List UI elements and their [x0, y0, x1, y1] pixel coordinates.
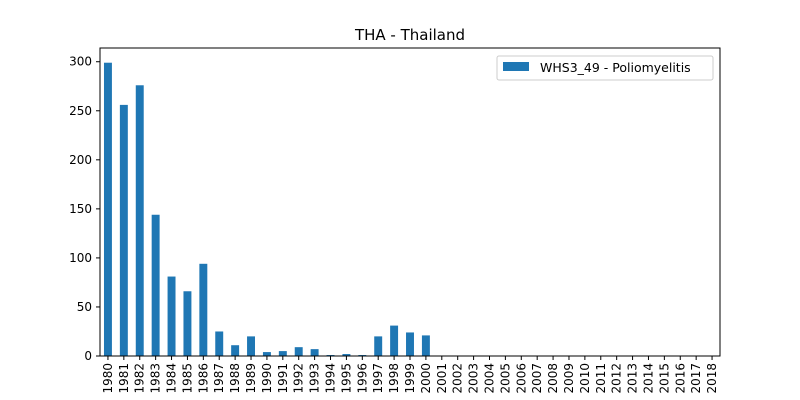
x-tick-label: 1992: [292, 363, 306, 394]
x-tick-label: 1989: [244, 363, 258, 394]
bar-1998: [390, 325, 399, 356]
x-tick-label: 2003: [467, 363, 481, 394]
y-tick-label: 250: [69, 104, 92, 118]
x-tick-label: 1990: [260, 363, 274, 394]
y-tick-label: 100: [69, 251, 92, 265]
x-tick-label: 1984: [165, 363, 179, 394]
bar-1993: [310, 349, 319, 356]
bar-1987: [215, 331, 224, 356]
bar-1990: [262, 352, 271, 356]
bar-1995: [342, 354, 351, 356]
bar-1999: [406, 332, 414, 356]
bar-1982: [135, 85, 144, 356]
x-tick-label: 2018: [705, 363, 719, 394]
x-axis-ticks: 1980 1981 1982 1983 1984 1985 1986 1987 1988 1989…: [101, 356, 719, 394]
x-tick-label: 2010: [578, 363, 592, 394]
legend: WHS3_49 - Poliomyelitis: [496, 55, 714, 81]
y-tick-label: 200: [69, 153, 92, 167]
x-tick-label: 2012: [610, 363, 624, 394]
x-tick-label: 2017: [689, 363, 703, 394]
chart-title: THA - Thailand: [354, 26, 465, 44]
x-tick-label: 2016: [673, 363, 687, 394]
legend-box: [496, 55, 714, 81]
x-tick-label: 1997: [371, 363, 385, 394]
x-tick-label: 2001: [435, 363, 449, 394]
x-tick-label: 2002: [451, 363, 465, 394]
bar-1992: [294, 347, 303, 356]
bar-1986: [199, 263, 208, 356]
x-tick-label: 2004: [482, 363, 496, 394]
legend-swatch: [503, 62, 529, 71]
x-tick-label: 1994: [324, 363, 338, 394]
x-tick-label: 1988: [228, 363, 242, 394]
x-tick-label: 1986: [196, 363, 210, 394]
legend-label: WHS3_49 - Poliomyelitis: [540, 60, 691, 75]
y-tick-label: 50: [77, 300, 92, 314]
x-tick-label: 2005: [498, 363, 512, 394]
x-tick-label: 1996: [355, 363, 369, 394]
bar-1991: [278, 351, 287, 356]
bar-1981: [119, 104, 128, 356]
bar-1983: [151, 214, 160, 356]
y-tick-label: 0: [84, 349, 92, 363]
x-tick-label: 2009: [562, 363, 576, 394]
bar-1989: [247, 336, 255, 356]
plot-frame: [99, 47, 721, 357]
x-tick-label: 1993: [308, 363, 322, 394]
x-tick-label: 1995: [339, 363, 353, 394]
bar-2000: [421, 335, 430, 356]
x-tick-label: 1991: [276, 363, 290, 394]
bar-1980: [103, 62, 112, 356]
y-tick-label: 150: [69, 202, 92, 216]
x-tick-label: 1998: [387, 363, 401, 394]
x-tick-label: 2006: [514, 363, 528, 394]
x-tick-label: 2000: [419, 363, 433, 394]
bar-1997: [374, 336, 383, 356]
x-tick-label: 1999: [403, 363, 417, 394]
x-tick-label: 2015: [657, 363, 671, 394]
x-tick-label: 1987: [212, 363, 226, 394]
y-axis-ticks: 0 50 100 150 200 250 300: [69, 55, 100, 363]
bars: [103, 62, 430, 356]
y-tick-label: 300: [69, 55, 92, 69]
bar-1985: [183, 291, 192, 356]
x-tick-label: 2014: [641, 363, 655, 394]
bar-1988: [231, 345, 240, 356]
x-tick-label: 1983: [149, 363, 163, 394]
x-tick-label: 1981: [117, 363, 131, 394]
x-tick-label: 2011: [594, 363, 608, 394]
x-tick-label: 1980: [101, 363, 115, 394]
x-tick-label: 2013: [626, 363, 640, 394]
x-tick-label: 1982: [133, 363, 147, 394]
x-tick-label: 2007: [530, 363, 544, 394]
bar-1984: [167, 276, 176, 356]
x-tick-label: 2008: [546, 363, 560, 394]
x-tick-label: 1985: [180, 363, 194, 394]
